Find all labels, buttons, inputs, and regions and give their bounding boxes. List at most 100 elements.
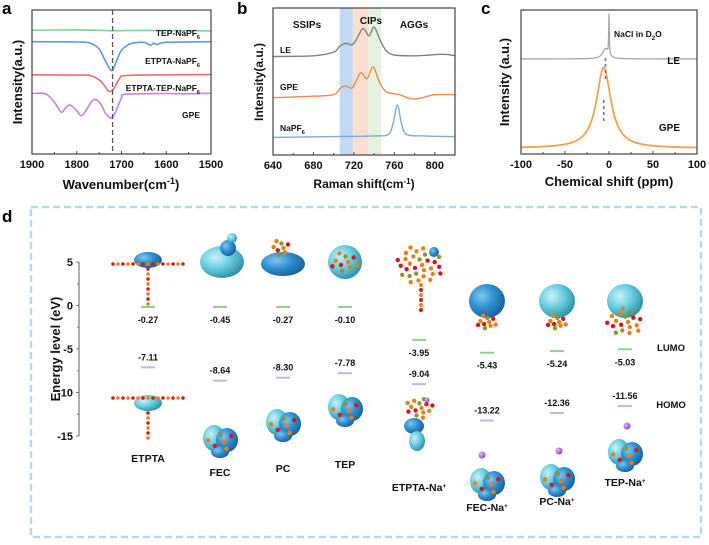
series-line-etpta-napf (31, 40, 212, 72)
atom (485, 315, 490, 321)
lumo-orbital (607, 284, 643, 318)
atom (496, 477, 501, 482)
atom (542, 477, 548, 482)
x-tick-label: 720 (345, 160, 363, 172)
molecule-etpta: ETPTA (111, 252, 185, 465)
atom (171, 262, 175, 266)
molecule-name: ETPTA (131, 453, 165, 465)
x-tick-label: 1600 (154, 159, 178, 171)
homo-value-label: -13.22 (474, 406, 500, 416)
atom (421, 268, 427, 273)
legend-homo: HOMO (656, 400, 686, 411)
atom (346, 408, 352, 414)
atom (337, 251, 342, 256)
atom (407, 261, 412, 266)
atom (126, 262, 130, 266)
atom (475, 322, 481, 328)
atom (419, 308, 423, 312)
atom (345, 259, 351, 265)
lumo-value-label: -5.03 (615, 357, 636, 367)
atom (181, 396, 185, 400)
atom (428, 277, 433, 283)
molecule-etpta-na: ETPTA-Na+ (392, 245, 446, 494)
lumo-value-label: -5.43 (477, 361, 498, 371)
atom (552, 326, 558, 331)
atom (485, 475, 490, 480)
series-line-le (272, 26, 456, 58)
panel-d-energy-level-diagram: 5 0 -5 -10 -15 Energy level (eV) ETPTA FEC PC T… (29, 205, 703, 539)
panel-c-nmr-chart: -100 -50 0 50 100 LE GPE NaCl in D2O Chemical… (497, 9, 706, 189)
atom (545, 322, 551, 328)
atom (339, 268, 345, 273)
molecule-pc-na: PC-Na+ (539, 284, 575, 508)
x-axis-label: Wavenumber(cm-1) (63, 176, 180, 192)
y-tick-label: -5 (63, 344, 73, 356)
homo-value-label: -11.56 (612, 391, 637, 401)
atom (146, 272, 150, 276)
atom (610, 452, 616, 457)
lumo-orbital (328, 245, 362, 279)
atom (419, 283, 423, 287)
atom (337, 412, 342, 417)
y-tick-label: -15 (57, 431, 73, 443)
molecule-name: FEC-Na+ (466, 502, 508, 514)
atom (430, 271, 435, 277)
panel-letter-b: b (237, 0, 247, 18)
atom (136, 396, 140, 400)
atom (351, 255, 356, 260)
molecule-fec: FEC (200, 233, 244, 479)
homo-value-label: -8.64 (210, 366, 231, 376)
atom (414, 249, 419, 254)
atom (419, 303, 423, 307)
atom (627, 324, 632, 330)
atom (620, 328, 625, 333)
atom (121, 396, 125, 400)
y-axis-label: Energy level (eV) (48, 297, 63, 402)
x-tick-label: 100 (688, 159, 706, 171)
atom (166, 396, 170, 400)
atom (355, 263, 360, 268)
atom (488, 482, 494, 488)
lumo-orbital (227, 233, 237, 243)
atom (438, 271, 443, 276)
sodium-atom (555, 447, 563, 455)
series-line-napf (272, 104, 456, 139)
atom (338, 262, 344, 268)
atom (631, 315, 636, 320)
lumo-orbital (429, 247, 439, 257)
atom (550, 313, 556, 319)
panel-letter-d: d (2, 207, 12, 226)
y-axis-label: Intensity(a.u.) (10, 40, 25, 125)
atom (403, 256, 408, 262)
atom (419, 288, 423, 292)
atom (421, 274, 426, 279)
atom (146, 262, 150, 266)
region-band-ssips (339, 8, 353, 155)
atom (287, 430, 292, 435)
y-tick-label: 0 (67, 301, 73, 313)
atom (627, 330, 632, 336)
homo-value-label: -9.04 (409, 369, 430, 379)
atom (623, 314, 628, 319)
molecule-name: PC-Na+ (539, 496, 575, 508)
atom (141, 396, 145, 400)
atom (146, 267, 150, 271)
atom (412, 398, 417, 403)
atom (405, 400, 410, 405)
atom (284, 423, 290, 429)
atom (156, 262, 160, 266)
series-label: ETPTA-NaPF6 (145, 56, 200, 69)
series-label: GPE (182, 110, 200, 120)
atom (229, 434, 234, 439)
atom (285, 242, 291, 247)
atom (421, 246, 426, 251)
atom (558, 478, 564, 484)
atom (638, 317, 643, 322)
atom (561, 316, 566, 321)
atom (617, 311, 622, 316)
atom (488, 323, 493, 328)
atom (419, 405, 424, 411)
atom (491, 489, 496, 494)
homo-orbital (409, 431, 425, 451)
